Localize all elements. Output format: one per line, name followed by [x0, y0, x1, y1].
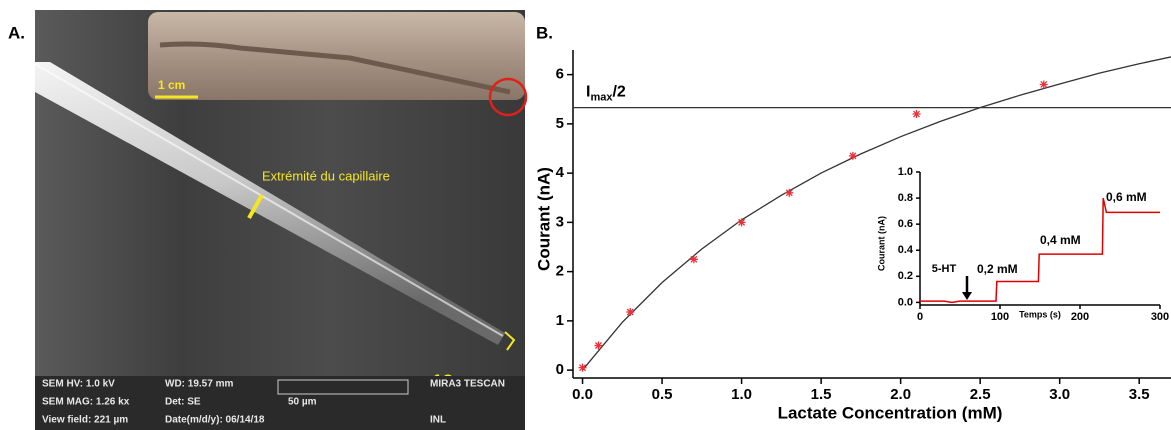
x-axis-label: Lactate Concentration (mM) [778, 403, 1003, 422]
tip-marker [247, 194, 264, 219]
y-tick-label: 0.2 [898, 270, 913, 282]
y-tick-label: 0.6 [898, 218, 913, 230]
y-axis-label: Courant (nA) [876, 216, 886, 271]
x-tick-label: 1.5 [811, 386, 832, 403]
point [1039, 80, 1048, 89]
x-tick-label: 3.0 [1049, 386, 1070, 403]
sem-info-text: MIRA3 TESCAN [430, 379, 505, 390]
x-axis-label: Temps (s) [1019, 309, 1061, 319]
panel-label: B. [536, 23, 553, 42]
x-tick-label: 1.0 [731, 386, 752, 403]
capillary-photo [159, 41, 511, 95]
y-tick-label: 0.4 [898, 244, 914, 256]
x-tick-label: 0.0 [572, 386, 593, 403]
current-trace [920, 197, 1160, 304]
annotation: 5-HT [932, 263, 957, 275]
annotation: 0,2 mM [977, 262, 1018, 276]
sem-info-text: Det: SE [165, 397, 201, 408]
point [785, 188, 794, 197]
half-max-label: Imax/2 [586, 84, 626, 104]
panel-label: A. [8, 23, 25, 42]
sem-info-text: INL [430, 415, 446, 426]
y-tick-label: 1 [556, 312, 564, 329]
point [848, 151, 857, 160]
photo-scale: 1 cm [158, 78, 185, 92]
x-tick-label: 0.5 [652, 386, 673, 403]
sem-scale-box [277, 379, 409, 395]
sem-info-text: SEM HV: 1.0 kV [42, 379, 115, 390]
y-tick-label: 2 [556, 263, 564, 280]
sem-info-bar [35, 376, 525, 430]
point [737, 218, 746, 227]
x-tick-label: 0 [917, 311, 923, 323]
sem-info-text: WD: 19.57 mm [165, 379, 233, 390]
point [594, 341, 603, 350]
x-tick-label: 100 [991, 311, 1009, 323]
point [626, 308, 635, 317]
half-max-label-part: max [590, 92, 613, 104]
y-tick-label: 3 [556, 213, 564, 230]
x-tick-label: 300 [1151, 311, 1169, 323]
inset-annotations: 5-HT 0,2 mM 0,4 mM 0,6 mM [932, 190, 1147, 300]
y-tick-label: 0 [556, 361, 564, 378]
annotation: 0,4 mM [1040, 233, 1081, 247]
y-tick-label: 4 [556, 164, 565, 181]
y-tick-label: 0.0 [898, 296, 913, 308]
x-tick-label: 2.0 [890, 386, 911, 403]
sem-info: SEM HV: 1.0 kV WD: 19.57 mm MIRA3 TESCAN SE… [42, 379, 505, 426]
fit-curve [582, 56, 1171, 371]
point [578, 363, 587, 372]
capillary-highlight [34, 63, 504, 337]
annotation: 0,6 mM [1106, 190, 1147, 204]
y-tick-label: 1.0 [898, 166, 913, 178]
sem-info-text: 50 µm [288, 397, 317, 408]
sem-info-text: SEM MAG: 1.26 kx [42, 397, 130, 408]
y-axis-label: Courant (nA) [534, 167, 553, 271]
sem-info-text: Date(m/d/y): 06/14/18 [165, 415, 265, 426]
tip-circle [488, 77, 528, 117]
x-tick-label: 2.5 [970, 386, 991, 403]
point [689, 255, 698, 264]
half-max-label-part: I [586, 84, 590, 101]
y-tick-label: 0.8 [898, 192, 913, 204]
tip-label: Extrémité du capillaire [262, 168, 390, 183]
arrow-head [962, 292, 972, 300]
y-tick-label: 5 [556, 115, 564, 132]
sem-info-text: View field: 221 µm [42, 415, 128, 426]
half-max-label-part: /2 [612, 84, 625, 101]
inset-bg [920, 172, 1160, 305]
point [912, 110, 921, 119]
y-tick-label: 6 [556, 66, 564, 83]
x-tick-label: 200 [1071, 311, 1089, 323]
x-tick-label: 3.5 [1129, 386, 1150, 403]
size-bracket [504, 331, 516, 351]
